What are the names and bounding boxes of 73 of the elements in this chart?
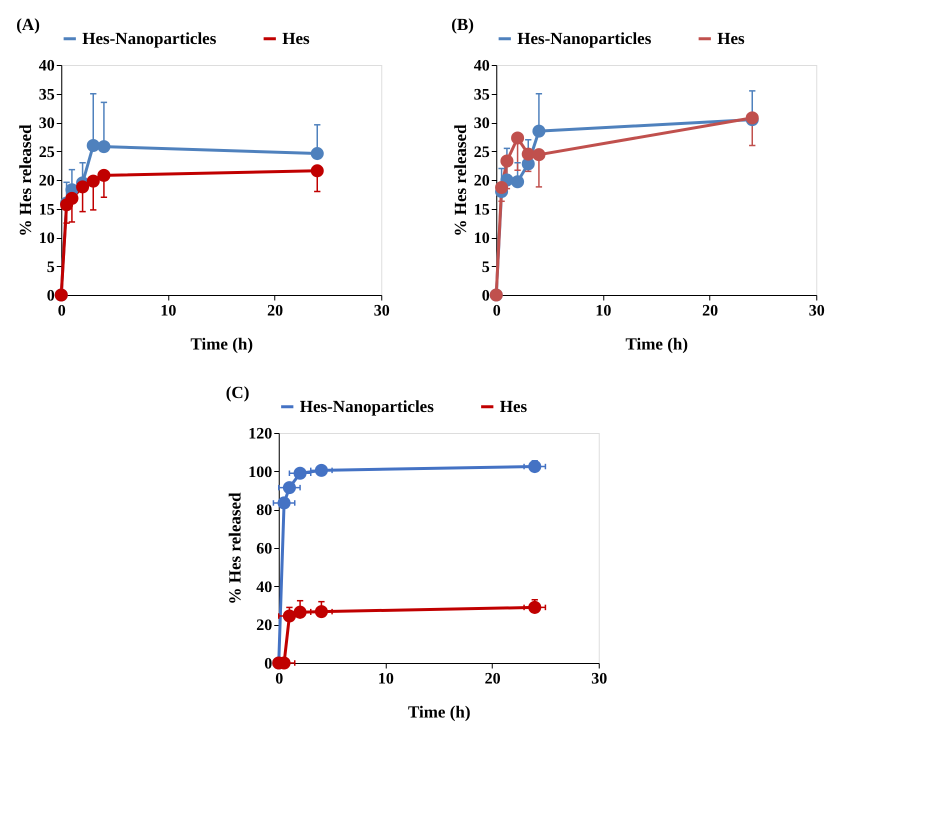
point (294, 466, 307, 480)
x-tick-label: 0 (275, 670, 284, 688)
x-axis-title: Time (h) (626, 334, 688, 354)
point (495, 180, 508, 194)
point (282, 481, 296, 494)
point (97, 168, 110, 182)
x-tick-label: 30 (808, 302, 825, 320)
y-tick-label: 25 (474, 144, 490, 161)
y-tick-label: 10 (474, 230, 490, 247)
point (314, 464, 328, 477)
chart-title: (C) (226, 383, 250, 402)
y-tick-label: 80 (256, 502, 272, 520)
y-tick-label: 0 (46, 288, 55, 304)
x-axis-title: Time (h) (408, 702, 470, 722)
y-tick-label: 10 (38, 230, 55, 247)
x-tick-label: 10 (160, 302, 176, 320)
y-axis-title: % Hes released (225, 492, 244, 605)
x-axis-title: Time (h) (190, 334, 253, 354)
y-tick-label: 35 (38, 86, 55, 104)
y-tick-label: 30 (474, 115, 490, 132)
legend-label: Hes-Nanoparticles (82, 28, 217, 48)
chart-title: (A) (16, 15, 40, 34)
point (97, 140, 110, 154)
point (278, 496, 291, 510)
legend-label: Hes-Nanoparticles (517, 28, 652, 48)
y-tick-label: 15 (474, 201, 490, 218)
x-tick-label: 30 (374, 302, 390, 320)
point (310, 164, 324, 178)
y-axis-title: % Hes released (450, 124, 470, 237)
y-tick-label: 40 (474, 58, 490, 74)
y-tick-label: 15 (38, 201, 55, 218)
point (65, 192, 78, 205)
point (314, 605, 328, 618)
x-tick-label: 10 (595, 302, 612, 320)
point (528, 600, 542, 614)
y-tick-label: 20 (38, 172, 55, 190)
y-tick-label: 5 (46, 258, 55, 276)
point (511, 132, 524, 145)
point (511, 175, 524, 188)
y-tick-label: 35 (474, 86, 490, 104)
x-tick-label: 30 (591, 670, 608, 688)
y-tick-label: 0 (264, 656, 272, 672)
point (532, 124, 546, 138)
legend-label: Hes (282, 28, 310, 48)
point (294, 606, 307, 619)
legend-label: Hes-Nanoparticles (300, 396, 434, 416)
point (282, 610, 296, 623)
x-tick-label: 20 (702, 302, 718, 320)
legend-label: Hes (500, 396, 528, 416)
y-tick-label: 60 (256, 540, 272, 558)
y-tick-label: 20 (256, 617, 272, 634)
y-tick-label: 0 (482, 288, 490, 304)
y-tick-label: 100 (248, 464, 272, 481)
y-tick-label: 5 (482, 258, 490, 276)
point (532, 148, 546, 162)
point (528, 460, 542, 474)
x-tick-label: 20 (267, 302, 284, 320)
chart-title: (B) (451, 15, 474, 34)
legend-label: Hes (717, 28, 746, 48)
y-tick-label: 120 (248, 426, 272, 442)
point (310, 147, 324, 160)
x-tick-label: 0 (492, 302, 501, 320)
y-axis-title: % Hes released (16, 124, 35, 237)
y-tick-label: 20 (474, 172, 490, 190)
point (86, 174, 100, 188)
x-tick-label: 0 (58, 302, 66, 320)
y-tick-label: 25 (38, 144, 55, 161)
x-tick-label: 10 (378, 670, 394, 688)
y-tick-label: 40 (256, 578, 272, 596)
point (500, 154, 514, 168)
y-tick-label: 40 (38, 58, 55, 74)
y-tick-label: 30 (38, 115, 55, 132)
point (76, 180, 90, 194)
